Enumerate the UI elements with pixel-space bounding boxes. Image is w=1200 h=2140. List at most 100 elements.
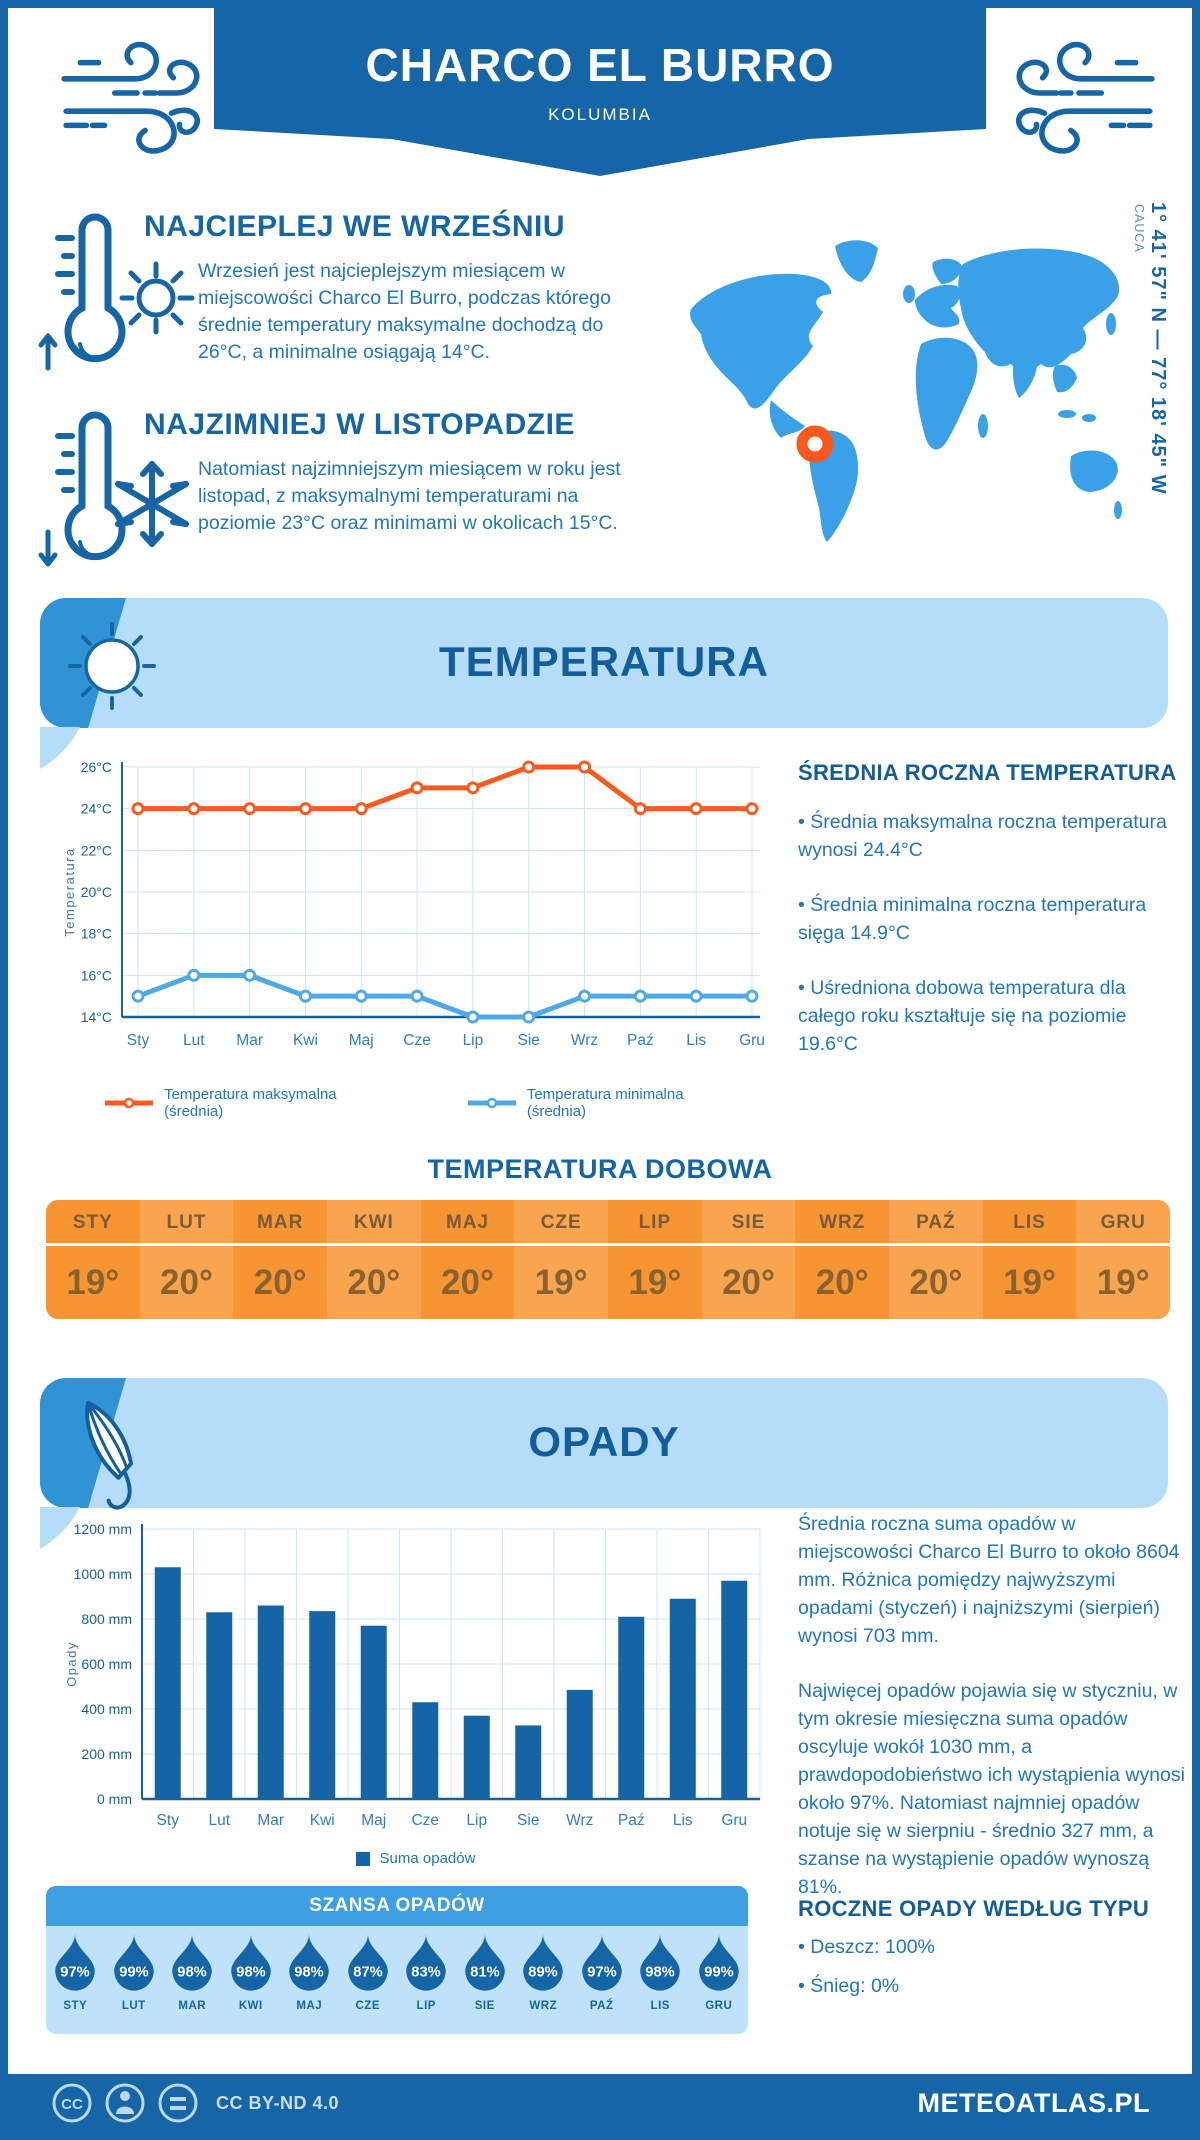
svg-text:400 mm: 400 mm [81,1701,132,1717]
footer: CC CC BY-ND 4.0 METEOATLAS.PL [8,2074,1192,2132]
data-point [410,781,424,795]
raindrop-icon: 98% [172,1934,213,1991]
thermometer-down-icon [38,411,126,567]
svg-text:Paź: Paź [627,1032,654,1049]
wind-icon [1016,41,1155,154]
annual-temperature-bullets: • Średnia maksymalna roczna temperatura … [798,808,1186,1085]
daily-temperature-value: 20° [160,1263,213,1302]
legend-max-label: Temperatura maksymalna (średnia) [164,1086,337,1120]
highlight-cold-text: Natomiast najzimniejszym miesiącem w rok… [198,458,621,534]
daily-column: MAJ 20° [420,1200,515,1319]
chance-cells: 97% STY 99% LUT 98% MAR 98% KWI 98% MAJ 87% CZE 83% L… [46,1926,748,2012]
data-point [243,968,257,982]
chance-title: SZANSA OPADÓW [46,1886,748,1926]
daily-column: KWI 20° [327,1200,421,1319]
daily-column: LIP 19° [608,1200,702,1319]
legend-item-min: Temperatura minimalna (średnia) [466,1086,743,1120]
svg-text:Sie: Sie [517,1812,539,1829]
banner-tail [40,1507,80,1549]
data-point [131,989,145,1003]
raindrop-icon: 98% [640,1934,681,1991]
data-point [633,802,647,816]
data-point [522,760,536,774]
svg-text:200 mm: 200 mm [81,1746,132,1762]
daily-column: CZE 19° [514,1200,609,1319]
chance-value: 83% [412,1964,441,1980]
precipitation-type-title: ROCZNE OPADY WEDŁUG TYPU [798,1896,1150,1921]
bar [566,1689,593,1799]
svg-text:20°C: 20°C [81,884,112,900]
chance-cell: 99% GRU [690,1933,749,2012]
umbrella-icon [85,1400,134,1510]
data-point [466,781,480,795]
temperature-bullet: • Średnia minimalna roczna temperatura s… [798,894,1147,944]
map-greenland [835,240,878,282]
precipitation-type-bullet: • Śnieg: 0% [798,1975,900,1997]
chance-value: 97% [587,1964,616,1980]
daily-month-label: WRZ [795,1200,890,1246]
svg-text:16°C: 16°C [81,967,112,983]
daily-month-label: LIP [608,1200,702,1246]
data-point [410,989,424,1003]
header-banner: CHARCO EL BURRO KOLUMBIA [214,8,986,176]
data-point [633,989,647,1003]
temperature-bullet: • Uśredniona dobowa temperatura dla całe… [798,977,1127,1055]
thermometer-up-icon [38,213,126,371]
chance-value: 99% [704,1964,733,1980]
daily-temperature-value: 19° [66,1263,120,1302]
temperature-section-title: TEMPERATURA [439,638,769,685]
daily-temperature-value: 20° [909,1263,963,1302]
svg-text:Lis: Lis [673,1812,693,1829]
raindrop-icon: 99% [113,1934,154,1991]
raindrop-icon: 98% [230,1934,271,1991]
svg-text:800 mm: 800 mm [81,1611,132,1627]
svg-text:Kwi: Kwi [293,1032,318,1049]
daily-month-label: CZE [514,1200,609,1246]
bar [309,1611,336,1799]
daily-column: GRU 19° [1076,1200,1170,1319]
data-point [466,1010,480,1024]
cc-icon: CC [61,2096,83,2113]
svg-text:Gru: Gru [721,1812,747,1829]
svg-text:1200 mm: 1200 mm [74,1521,132,1537]
chance-cell: 98% LIS [631,1933,690,2012]
daily-column: STY 19° [46,1200,140,1319]
svg-text:1000 mm: 1000 mm [74,1566,132,1582]
daily-temperature-value: 20° [441,1263,494,1302]
data-point [187,968,201,982]
data-point [187,802,201,816]
sun-banner-icon [68,622,156,710]
highlight-warm-text: Wrzesień jest najcieplejszym miesiącem w… [198,260,611,363]
svg-text:24°C: 24°C [81,801,112,817]
data-point [298,802,312,816]
svg-text:Lut: Lut [208,1812,230,1829]
data-point [243,802,257,816]
raindrop-icon: 97% [581,1934,622,1991]
map-asia [958,248,1120,371]
precipitation-paragraphs: Średnia roczna suma opadów w miejscowośc… [798,1510,1190,1928]
svg-text:Sty: Sty [157,1812,180,1829]
daily-month-label: LUT [139,1200,234,1246]
svg-text:Lis: Lis [686,1032,706,1049]
daily-month-label: MAR [233,1200,328,1246]
legend-item-max: Temperatura maksymalna (średnia) [103,1086,396,1120]
chance-cell: 81% SIE [456,1933,515,2012]
license-label: CC BY-ND 4.0 [216,2092,340,2113]
data-point [578,760,592,774]
chance-cell: 89% WRZ [514,1933,573,2012]
svg-text:Mar: Mar [257,1812,284,1829]
series-line [135,972,755,1020]
chance-month-label: LIS [650,2000,670,2012]
daily-temperature-value: 20° [347,1263,401,1302]
bar [206,1612,233,1799]
snowflake-icon [115,461,189,547]
daily-temperature-value: 20° [815,1263,869,1302]
svg-text:Temperatura: Temperatura [62,847,77,936]
svg-text:Maj: Maj [361,1812,386,1829]
svg-text:Wrz: Wrz [571,1032,598,1049]
chance-cell: 98% MAJ [280,1933,339,2012]
wind-icon [61,41,200,154]
daily-temperature-value: 19° [1003,1263,1057,1302]
svg-text:18°C: 18°C [81,926,112,942]
daily-temperature-title: TEMPERATURA DOBOWA [427,1154,773,1184]
